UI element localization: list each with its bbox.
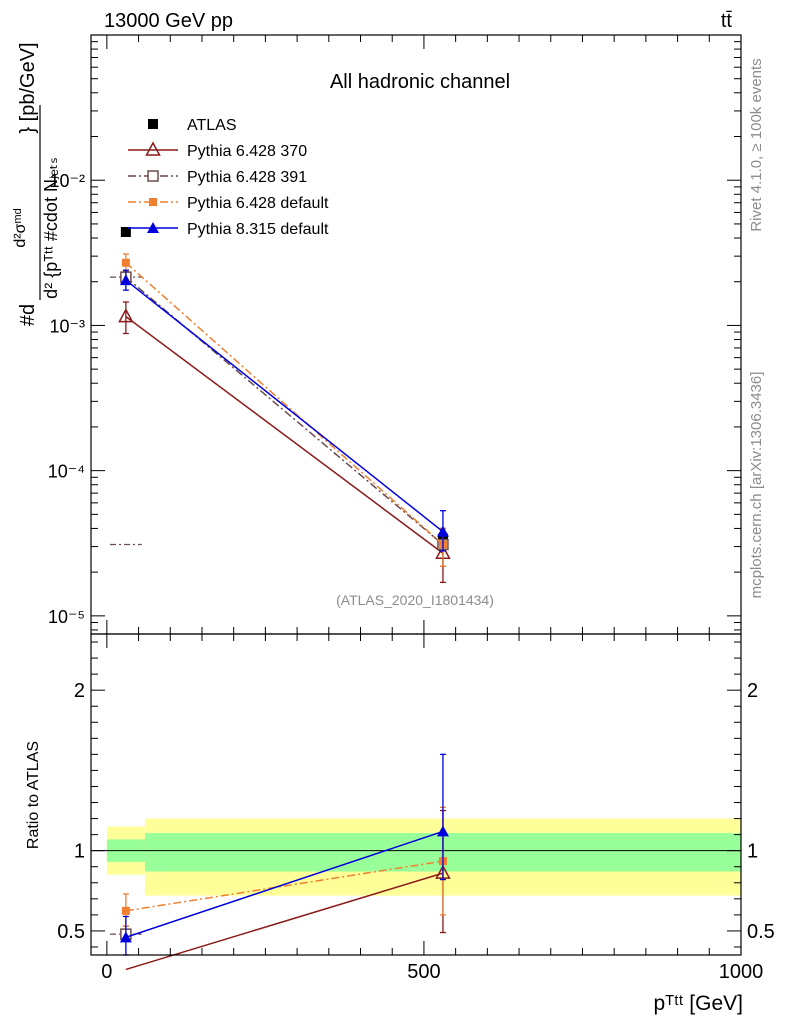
x-tick-label: 500 — [407, 961, 440, 983]
main-y-label: #d d²σᵐᵈ d² {pᵀᵗᵗ #cdot Nⱼₑₜₛ } [pb/GeV] — [12, 42, 61, 326]
legend-marker-pythia-6-428-391 — [147, 170, 159, 182]
analysis-tag: (ATLAS_2020_I1801434) — [336, 592, 494, 608]
ratio-frame — [90, 633, 742, 956]
main-point-pythia-6-428-default — [121, 258, 130, 267]
rivet-label: Rivet 4.1.0, ≥ 100k events — [748, 58, 765, 231]
main-line-pythia-6-428-370 — [125, 316, 444, 554]
legend-label-pythia-8-315-default: Pythia 8.315 default — [187, 221, 329, 238]
ratio-line-pythia-6-428-default — [125, 860, 444, 912]
main-point-pythia-8-315-default — [119, 274, 132, 286]
ratio-point-pythia-8-315-default — [119, 931, 132, 943]
main-line-pythia-6-428-default — [125, 262, 444, 546]
y-label-hash-d: #d — [17, 304, 39, 326]
legend-label-atlas: ATLAS — [187, 117, 237, 134]
ratio-y-tick-label-left: 1 — [74, 841, 85, 863]
ratio-y-tick-label-right: 0.5 — [747, 921, 775, 943]
ratio-y-tick-label-right: 1 — [747, 841, 758, 863]
main-line-pythia-8-315-default — [125, 279, 444, 533]
y-tick-label: 10⁻⁴ — [48, 462, 85, 482]
y-tick-label: 10⁻⁵ — [48, 607, 85, 627]
y-label-units: } [pb/GeV] — [17, 42, 39, 133]
y-tick-label: 10⁻³ — [49, 316, 85, 336]
x-axis-label: pᵀᵗᵗ [GeV] — [653, 992, 743, 1015]
ratio-axis-ticks: 0.5 0.5 1 1 2 2 0 500 1000 — [57, 634, 775, 983]
y-tick-label: 10⁻² — [49, 171, 85, 191]
y-label-denominator: d² {pᵀᵗᵗ #cdot Nⱼₑₜₛ — [41, 157, 61, 299]
ratio-y-tick-label-left: 2 — [74, 680, 85, 702]
mcplots-label: mcplots.cern.ch [arXiv:1306.3436] — [748, 372, 765, 599]
x-tick-label: 0 — [101, 961, 112, 983]
ratio-y-label: Ratio to ATLAS — [25, 741, 42, 849]
x-tick-label: 1000 — [719, 961, 764, 983]
legend-label-pythia-6-428-default: Pythia 6.428 default — [187, 195, 329, 212]
ratio-series — [110, 753, 451, 971]
ratio-line-pythia-6-428-370 — [125, 872, 444, 971]
legend-label-pythia-6-428-370: Pythia 6.428 370 — [187, 143, 307, 160]
ratio-line-pythia-8-315-default — [125, 830, 444, 939]
ratio-point-pythia-8-315-default — [436, 825, 449, 837]
legend-marker-pythia-6-428-370 — [145, 141, 161, 156]
main-title: All hadronic channel — [330, 71, 510, 93]
y-label-numerator: d²σᵐᵈ — [12, 208, 29, 247]
main-series — [110, 226, 451, 584]
ratio-point-pythia-6-428-default — [121, 906, 130, 915]
main-point-pythia-6-428-370 — [118, 308, 134, 323]
ratio-y-tick-label-left: 0.5 — [57, 921, 85, 943]
main-axis-ticks: 10⁻² 10⁻³ 10⁻⁴ 10⁻⁵ — [48, 34, 742, 634]
ratio-panel — [91, 818, 741, 896]
legend-marker-atlas — [148, 119, 158, 129]
process-label: tt̄ — [721, 10, 733, 32]
ratio-y-tick-label-right: 2 — [747, 680, 758, 702]
legend-marker-pythia-6-428-default — [149, 198, 157, 206]
main-point-pythia-8-315-default — [436, 525, 449, 537]
energy-label: 13000 GeV pp — [104, 10, 233, 32]
legend-label-pythia-6-428-391: Pythia 6.428 391 — [187, 169, 307, 186]
legend-marker-pythia-8-315-default — [147, 222, 159, 233]
main-point-atlas — [120, 226, 131, 237]
legend: ATLAS Pythia 6.428 370 Pythia 6.428 391 Pyt… — [128, 117, 329, 238]
